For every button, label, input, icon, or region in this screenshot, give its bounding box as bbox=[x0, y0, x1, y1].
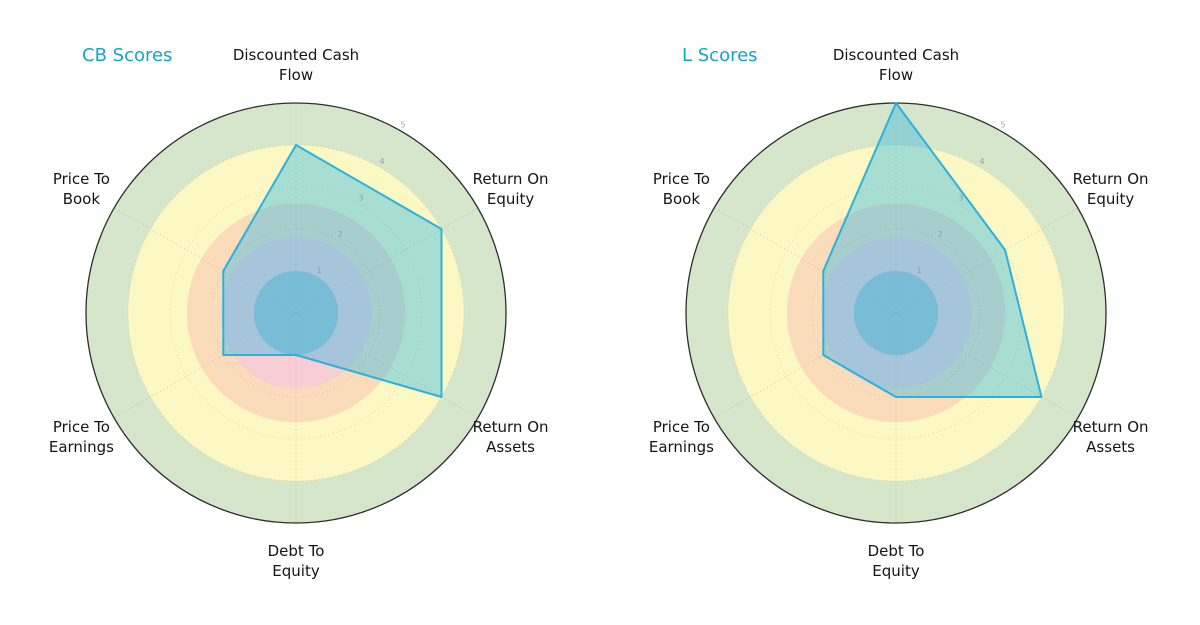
radar-grid-ring bbox=[211, 228, 381, 398]
radar-grid-ring bbox=[253, 270, 339, 356]
radar-plot-area-1: 1 2 3 4 5 Discounted Cash Flow Return On Equity R… bbox=[649, 46, 1149, 580]
radial-tick-label: 4 bbox=[379, 157, 384, 166]
radial-tick-label: 1 bbox=[316, 266, 321, 275]
radar-band bbox=[854, 271, 938, 355]
radar-grid-ring bbox=[169, 186, 423, 440]
radar-grid-ring bbox=[127, 144, 465, 482]
axis-label: Price To Book bbox=[53, 170, 110, 208]
chart-title: L Scores bbox=[682, 45, 758, 66]
axis-label: Return On Equity bbox=[1073, 170, 1149, 208]
radar-series-polygon bbox=[222, 144, 443, 398]
radial-tick-label: 2 bbox=[337, 230, 342, 239]
radial-tick-label: 1 bbox=[916, 266, 921, 275]
axis-label: Return On Equity bbox=[473, 170, 549, 208]
radial-tick-label: 3 bbox=[358, 193, 363, 202]
radar-grid-ring bbox=[811, 228, 981, 398]
cb-scores-radar-chart: 1 2 3 4 5 Discounted Cash Flow Return On Equity R… bbox=[49, 45, 549, 580]
radial-tick-label: 5 bbox=[400, 121, 405, 130]
axis-label: Discounted Cash Flow bbox=[833, 46, 959, 84]
radar-outer-circle bbox=[85, 102, 507, 524]
radial-tick-label: 3 bbox=[958, 193, 963, 202]
radar-series-polygon bbox=[822, 102, 1043, 398]
radar-grid-ring bbox=[853, 270, 939, 356]
axis-label: Debt To Equity bbox=[868, 542, 925, 580]
axis-label: Debt To Equity bbox=[268, 542, 325, 580]
axis-label: Return On Assets bbox=[473, 418, 549, 456]
chart-title: CB Scores bbox=[82, 45, 172, 66]
l-scores-radar-chart: 1 2 3 4 5 Discounted Cash Flow Return On Equity R… bbox=[649, 45, 1149, 580]
radial-tick-label: 5 bbox=[1000, 121, 1005, 130]
radar-band bbox=[254, 271, 338, 355]
radial-tick-label: 4 bbox=[979, 157, 984, 166]
radial-tick-label: 2 bbox=[937, 230, 942, 239]
radar-grid-ring bbox=[769, 186, 1023, 440]
axis-label: Price To Book bbox=[653, 170, 710, 208]
axis-label: Price To Earnings bbox=[649, 418, 714, 456]
radar-plot-area-0: 1 2 3 4 5 Discounted Cash Flow Return On Equity R… bbox=[49, 46, 549, 580]
radar-grid-ring bbox=[727, 144, 1065, 482]
axis-label: Return On Assets bbox=[1073, 418, 1149, 456]
axis-label: Discounted Cash Flow bbox=[233, 46, 359, 84]
axis-label: Price To Earnings bbox=[49, 418, 114, 456]
